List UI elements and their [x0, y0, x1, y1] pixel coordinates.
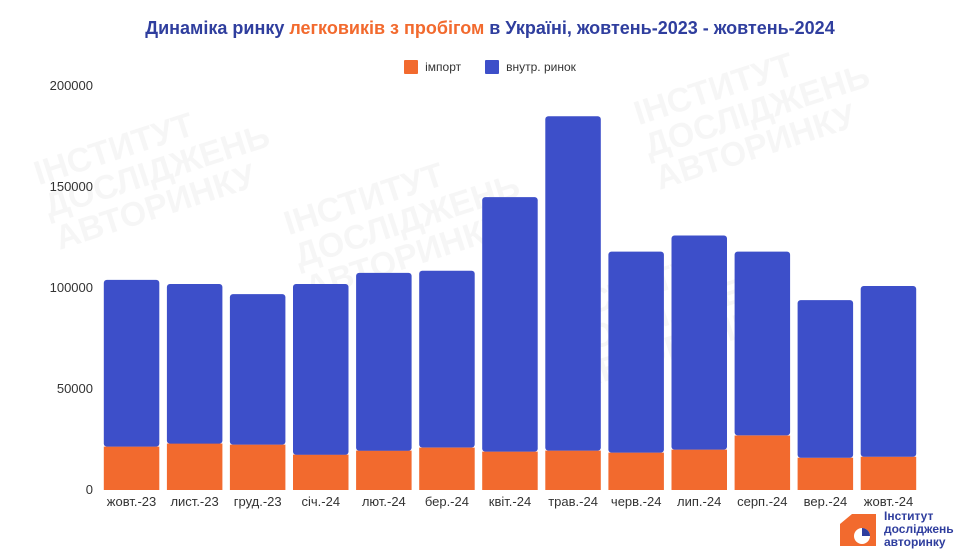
bar-import [671, 449, 727, 490]
x-tick-label: квіт.-24 [489, 494, 531, 509]
bar-import [734, 435, 791, 490]
bar-domestic [860, 286, 917, 457]
y-tick-label: 200000 [50, 78, 93, 93]
y-tick-label: 0 [86, 482, 93, 497]
bar-domestic [229, 294, 286, 445]
x-tick-label: лют.-24 [362, 494, 406, 509]
chart-title: Динаміка ринку легковиків з пробігом в У… [0, 18, 980, 39]
bar-import [356, 450, 412, 490]
logo-line-2: досліджень [884, 521, 954, 536]
bar-domestic [734, 251, 791, 436]
bar-import [797, 457, 854, 490]
legend-label-domestic: внутр. ринок [506, 60, 576, 74]
legend-item-domestic: внутр. ринок [485, 60, 576, 74]
x-tick-label: бер.-24 [425, 494, 469, 509]
legend-item-import: імпорт [404, 60, 461, 74]
legend-swatch-import [404, 60, 419, 74]
bar-import [103, 446, 160, 490]
title-part-3: в Україні, жовтень-2023 - жовтень-2024 [484, 18, 835, 38]
bar-domestic [166, 284, 223, 444]
x-tick-label: січ.-24 [302, 494, 341, 509]
title-highlight: легковиків з пробігом [289, 18, 485, 38]
bar-import [860, 456, 917, 490]
bar-import [482, 451, 538, 490]
institute-logo: Інститут досліджень авторинку [838, 506, 968, 552]
y-tick-label: 150000 [50, 179, 93, 194]
bar-domestic [419, 270, 475, 448]
x-tick-label: серп.-24 [737, 494, 787, 509]
bar-import [293, 454, 349, 490]
x-tick-label: лип.-24 [677, 494, 721, 509]
bar-domestic [545, 116, 601, 451]
bar-import [545, 450, 601, 490]
bar-import [608, 452, 664, 490]
bar-domestic [482, 197, 538, 452]
logo-line-1: Інститут [884, 508, 934, 523]
logo-line-3: авторинку [884, 534, 946, 549]
x-tick-label: лист.-23 [170, 494, 218, 509]
x-tick-label: жовт.-23 [107, 494, 156, 509]
bar-domestic [608, 251, 664, 453]
bar-import [166, 443, 223, 490]
bar-domestic [103, 279, 160, 447]
bar-domestic [293, 284, 349, 455]
x-tick-label: жовт.-24 [864, 494, 913, 509]
logo-text: Інститут досліджень авторинку [884, 508, 954, 549]
legend-label-import: імпорт [425, 60, 462, 74]
bar-domestic [356, 272, 412, 451]
x-tick-label: трав.-24 [548, 494, 598, 509]
bar-import [229, 444, 286, 490]
y-tick-label: 50000 [57, 381, 93, 396]
bar-import [419, 447, 475, 490]
bar-domestic [797, 300, 854, 458]
y-tick-label: 100000 [50, 280, 93, 295]
x-tick-label: груд.-23 [234, 494, 282, 509]
logo-icon [840, 514, 876, 546]
bar-domestic [671, 235, 727, 450]
x-tick-label: вер.-24 [804, 494, 848, 509]
title-part-1: Динаміка ринку [145, 18, 290, 38]
x-tick-label: черв.-24 [611, 494, 662, 509]
chart-legend: імпорт внутр. ринок [0, 60, 980, 74]
legend-swatch-domestic [485, 60, 500, 74]
